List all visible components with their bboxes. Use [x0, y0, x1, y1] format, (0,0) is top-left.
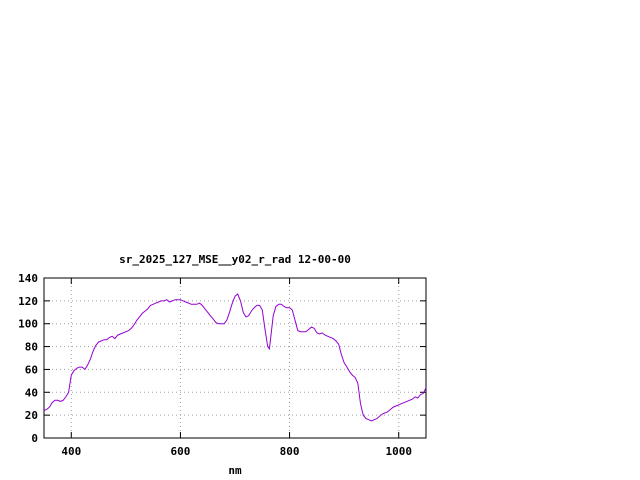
x-axis-title: nm: [44, 464, 426, 477]
y-tick-label: 60: [25, 363, 38, 376]
spectrum-line: [44, 294, 426, 421]
x-tick-label: 800: [280, 445, 300, 458]
x-tick-label: 600: [170, 445, 190, 458]
y-tick-label: 100: [18, 318, 38, 331]
y-tick-label: 140: [18, 272, 38, 285]
x-tick-label: 400: [61, 445, 81, 458]
y-tick-label: 80: [25, 341, 38, 354]
y-tick-label: 20: [25, 409, 38, 422]
y-tick-label: 0: [31, 432, 38, 445]
plot-border: [44, 278, 426, 438]
y-tick-label: 120: [18, 295, 38, 308]
y-tick-label: 40: [25, 386, 38, 399]
x-tick-label: 1000: [385, 445, 412, 458]
